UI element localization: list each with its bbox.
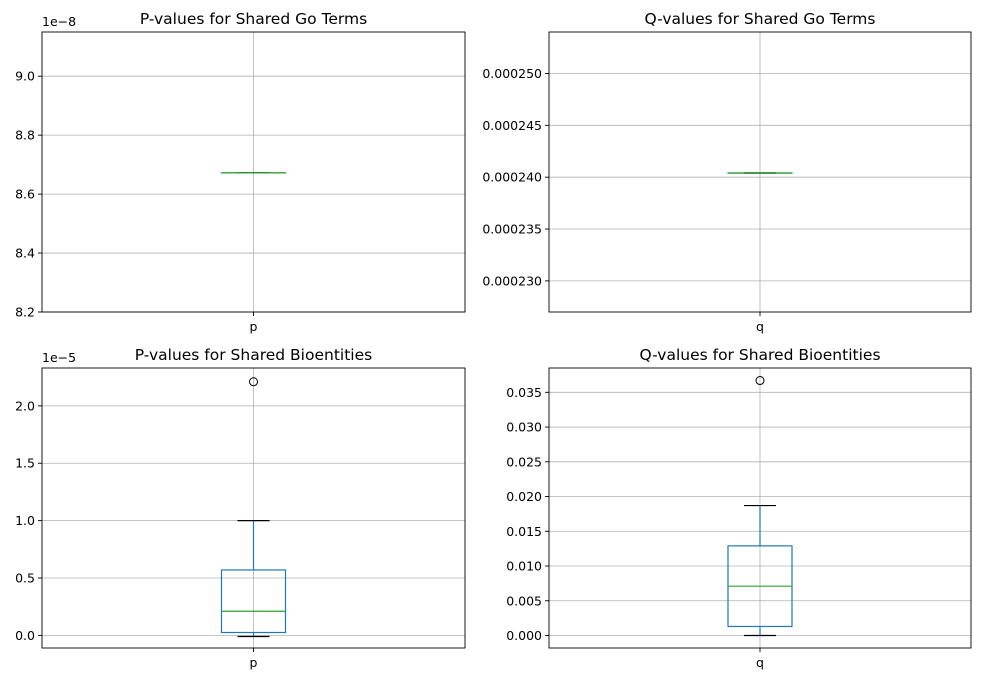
y-tick-label: 0.010 xyxy=(506,559,542,574)
y-tick-label: 0.025 xyxy=(506,454,542,469)
chart-title: P-values for Shared Bioentities xyxy=(135,346,372,364)
x-tick-label: p xyxy=(250,655,258,670)
chart-title: P-values for Shared Go Terms xyxy=(140,10,367,28)
y-tick-label: 0.000245 xyxy=(482,118,542,133)
x-tick-label: q xyxy=(756,655,764,670)
y-tick-label: 0.015 xyxy=(506,524,542,539)
y-tick-label: 9.0 xyxy=(15,69,35,84)
iqr-box xyxy=(220,569,287,634)
subplot-3: 0.0 0.5 1.0 1.5 2.0 p P-values for Shared Bioe… xyxy=(15,346,466,670)
y-tick-label: 0.035 xyxy=(506,385,542,400)
y-tick-label: 0.005 xyxy=(506,593,542,608)
y-tick-label: 0.000235 xyxy=(482,222,542,237)
outlier-point xyxy=(249,377,258,387)
y-offset-label: 1e−5 xyxy=(42,350,76,365)
chart-title: Q-values for Shared Bioentities xyxy=(639,346,880,364)
y-tick-label: 0.020 xyxy=(506,489,542,504)
outlier-point xyxy=(755,376,765,386)
y-tick-label: 0.030 xyxy=(506,420,542,435)
y-tick-label: 0.0 xyxy=(15,628,35,643)
y-tick-label: 0.000230 xyxy=(482,273,542,288)
chart-title: Q-values for Shared Go Terms xyxy=(645,10,876,28)
subplot-2: 0.000230 0.000235 0.000240 0.000245 0.000250… xyxy=(482,10,972,334)
y-tick-label: 8.6 xyxy=(15,187,35,202)
x-tick-label: q xyxy=(756,319,764,334)
y-tick-label: 1.0 xyxy=(15,513,35,528)
y-tick-label: 0.000 xyxy=(506,628,542,643)
y-tick-label: 0.000240 xyxy=(482,170,542,185)
y-tick-label: 2.0 xyxy=(15,398,35,413)
y-tick-label: 8.8 xyxy=(15,128,35,143)
subplot-1: 8.2 8.4 8.6 8.8 9.0 p P-values for Shared Go T… xyxy=(15,10,466,334)
y-tick-label: 1.5 xyxy=(15,456,35,471)
subplot-4: 0.000 0.005 0.010 0.015 0.020 0.025 0.030 0.035… xyxy=(506,346,972,670)
y-tick-label: 0.000250 xyxy=(482,66,542,81)
y-offset-label: 1e−8 xyxy=(42,14,76,29)
y-tick-label: 8.2 xyxy=(15,305,35,320)
x-tick-label: p xyxy=(250,319,258,334)
box-plot xyxy=(727,376,793,637)
box-plot xyxy=(220,377,287,638)
y-tick-label: 0.5 xyxy=(15,571,35,586)
y-tick-label: 8.4 xyxy=(15,246,35,261)
